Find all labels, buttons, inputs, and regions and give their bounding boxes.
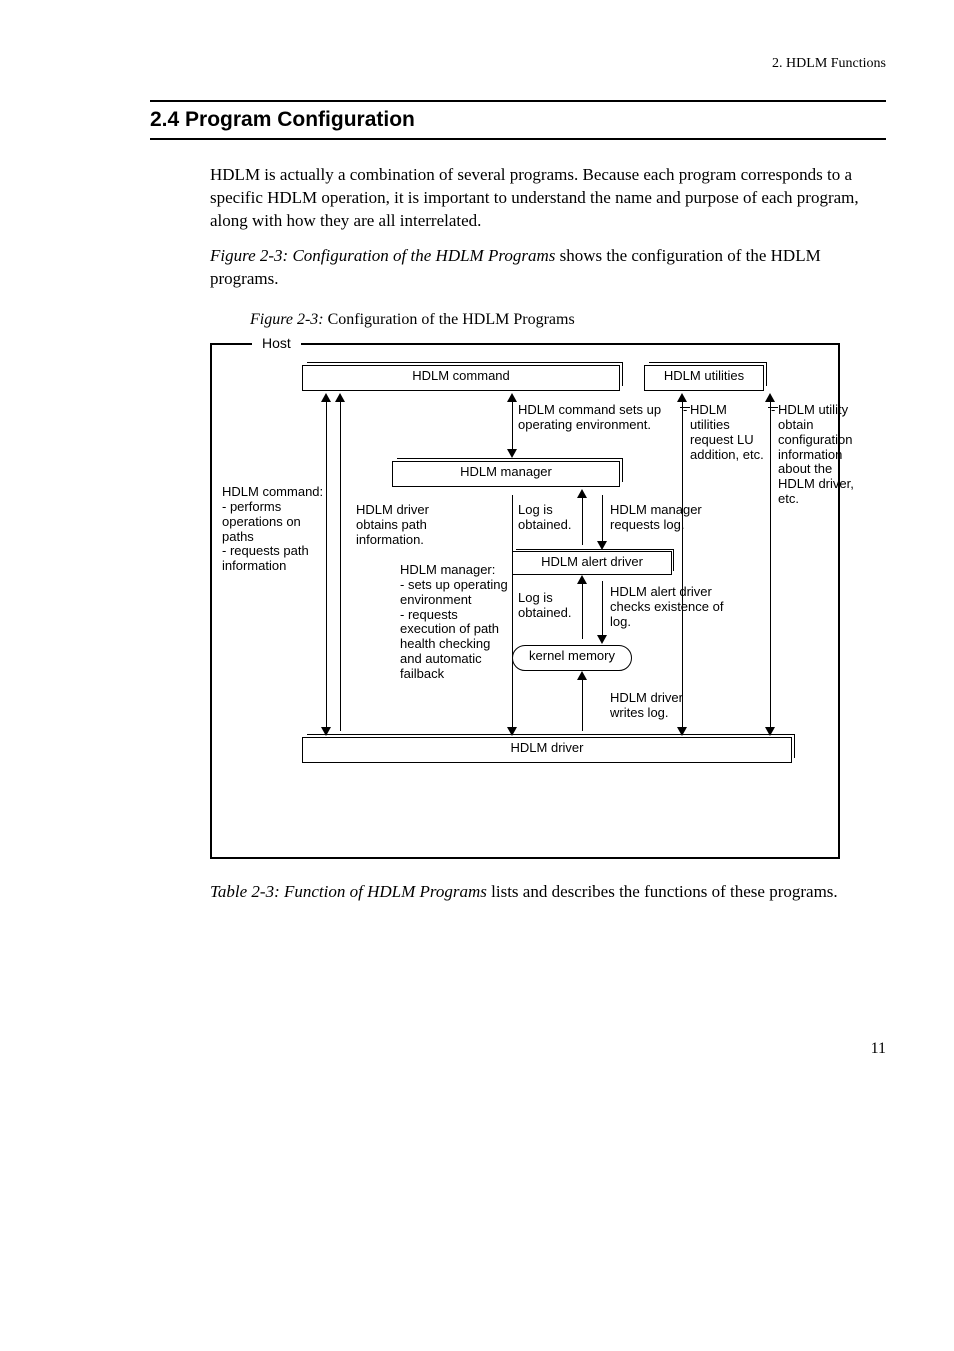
box-kernel-memory: kernel memory bbox=[512, 645, 632, 671]
note-log-2: Log is obtained. bbox=[518, 591, 590, 621]
page-number: 11 bbox=[871, 1040, 886, 1058]
note-util-left: -HDLMutilitiesrequest LU addition, etc. bbox=[690, 403, 770, 463]
paragraph-3: Table 2-3: Function of HDLM Programs lis… bbox=[210, 881, 886, 904]
note-util-right: -HDLM utilityobtainconfigurationinformat… bbox=[778, 403, 870, 508]
note-alert-check: HDLM alert driver checks existence of lo… bbox=[610, 585, 740, 630]
figure-2-3: Host HDLM command HDLM utilities HDLM co… bbox=[210, 343, 840, 859]
fig-ref-2-3: Figure 2-3: Configuration of the HDLM Pr… bbox=[210, 246, 555, 265]
rule-top bbox=[150, 100, 886, 102]
note-driver-writes: HDLM driver writes log. bbox=[610, 691, 720, 721]
section-heading: 2.4 Program Configuration bbox=[150, 108, 886, 132]
box-hdlm-utilities: HDLM utilities bbox=[644, 365, 764, 391]
box-hdlm-driver: HDLM driver bbox=[302, 737, 792, 763]
note-hdlm-command-left: HDLM command: - performs operations on p… bbox=[222, 485, 332, 575]
box-hdlm-manager: HDLM manager bbox=[392, 461, 620, 487]
figure-caption-label: Figure 2-3: bbox=[250, 311, 328, 328]
body-text: HDLM is actually a combination of severa… bbox=[210, 164, 886, 291]
note-cmd-setsup: HDLM command sets up operating environme… bbox=[518, 403, 678, 433]
paragraph-1: HDLM is actually a combination of severa… bbox=[210, 164, 886, 233]
figure-caption-title: Configuration of the HDLM Programs bbox=[328, 311, 575, 328]
body-text-2: Table 2-3: Function of HDLM Programs lis… bbox=[210, 881, 886, 904]
paragraph-3-tail: lists and describes the functions of the… bbox=[487, 882, 838, 901]
table-ref-2-3: Table 2-3: Function of HDLM Programs bbox=[210, 882, 487, 901]
note-driver-path: HDLM driver obtains path information. bbox=[356, 503, 456, 548]
note-mgr-req-log: HDLM manager requests log. bbox=[610, 503, 720, 533]
rule-bottom bbox=[150, 138, 886, 140]
paragraph-2: Figure 2-3: Configuration of the HDLM Pr… bbox=[210, 245, 886, 291]
note-log-1: Log is obtained. bbox=[518, 503, 590, 533]
running-head: 2. HDLM Functions bbox=[150, 56, 886, 72]
box-hdlm-command: HDLM command bbox=[302, 365, 620, 391]
host-frame-label: Host bbox=[252, 335, 301, 351]
note-hdlm-manager: HDLM manager: - sets up operating enviro… bbox=[400, 563, 510, 683]
figure-caption: Figure 2-3: Configuration of the HDLM Pr… bbox=[250, 311, 886, 329]
box-hdlm-alert-driver: HDLM alert driver bbox=[512, 551, 672, 575]
